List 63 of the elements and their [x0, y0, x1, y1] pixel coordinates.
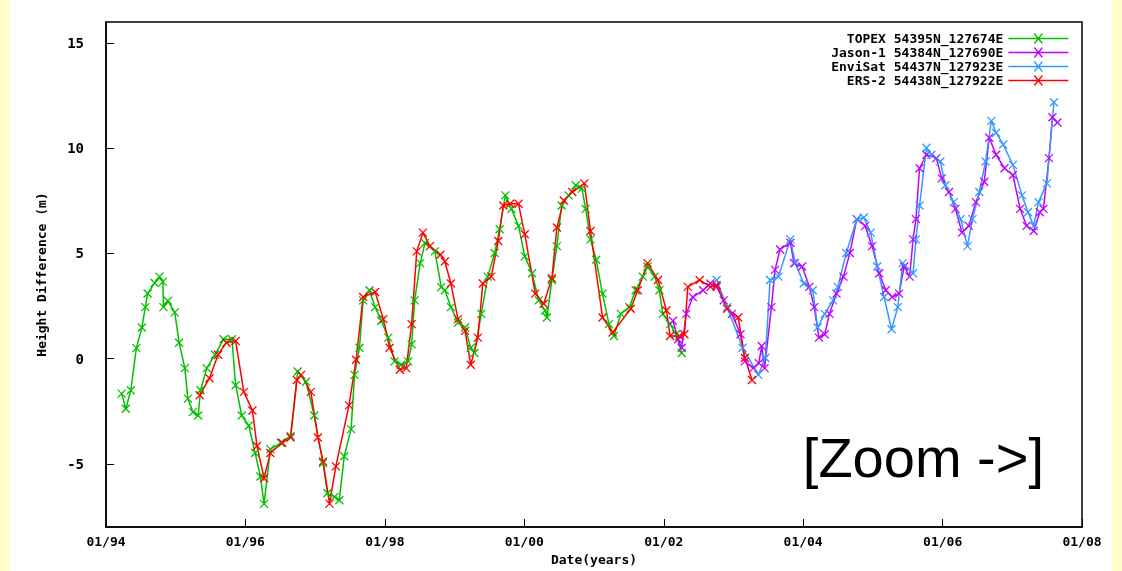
x-axis-title: Date(years)	[550, 552, 638, 567]
x-tick-label: 01/96	[225, 534, 266, 549]
point	[998, 139, 1008, 150]
point	[898, 258, 908, 268]
point	[765, 275, 775, 285]
x-tick-label: 01/02	[644, 534, 684, 549]
point	[940, 180, 950, 190]
point	[974, 187, 984, 197]
point	[812, 322, 823, 333]
point	[753, 370, 763, 380]
point	[820, 309, 830, 319]
x-tick-label: 01/04	[783, 534, 823, 549]
point	[1008, 160, 1018, 170]
legend-label: TOPEX 54395N_127674E	[846, 31, 1004, 47]
x-tick-label: 01/94	[86, 534, 126, 549]
point	[833, 282, 843, 292]
point	[926, 150, 937, 160]
y-tick-label: 10	[67, 140, 84, 157]
x-tick-label: 01/00	[504, 534, 544, 549]
point	[785, 234, 795, 245]
point	[955, 214, 966, 224]
point	[914, 200, 925, 211]
point	[808, 285, 818, 295]
point	[737, 343, 748, 353]
point	[1042, 178, 1052, 189]
y-tick-label: 0	[75, 350, 84, 367]
point	[886, 324, 897, 334]
y-tick-label: -5	[67, 455, 84, 472]
point	[893, 302, 903, 312]
point	[841, 248, 851, 258]
point	[1049, 97, 1059, 107]
point	[986, 116, 996, 126]
point	[711, 275, 722, 285]
y-tick-label: 5	[75, 245, 84, 262]
legend-label: ERS-2 54438N_127922E	[846, 73, 1004, 89]
point	[773, 271, 784, 282]
annotation: [Zoom ->]	[802, 425, 1044, 490]
point	[921, 143, 932, 153]
point	[980, 156, 991, 167]
point	[1033, 197, 1044, 207]
point	[991, 128, 1001, 138]
x-tick-label: 01/08	[1062, 534, 1102, 549]
point	[760, 353, 770, 363]
point	[967, 214, 978, 224]
point	[828, 295, 838, 306]
legend-label: Jason-1 54384N_127690E	[831, 45, 1004, 61]
point	[908, 268, 918, 278]
point	[866, 227, 876, 238]
legend-label: EnviSat 54437N_127923E	[831, 59, 1004, 75]
x-tick-label: 01/98	[365, 534, 405, 549]
y-axis-title: Height Difference (m)	[34, 192, 49, 357]
point	[859, 212, 869, 223]
point	[879, 292, 889, 302]
point	[962, 241, 973, 251]
point	[872, 261, 882, 272]
y-tick-label: 15	[67, 35, 84, 52]
point	[1023, 207, 1033, 217]
point	[799, 278, 809, 289]
point	[1017, 190, 1027, 201]
x-tick-label: 01/06	[923, 534, 963, 549]
point	[935, 156, 946, 167]
point	[949, 197, 959, 207]
point	[1029, 221, 1039, 231]
